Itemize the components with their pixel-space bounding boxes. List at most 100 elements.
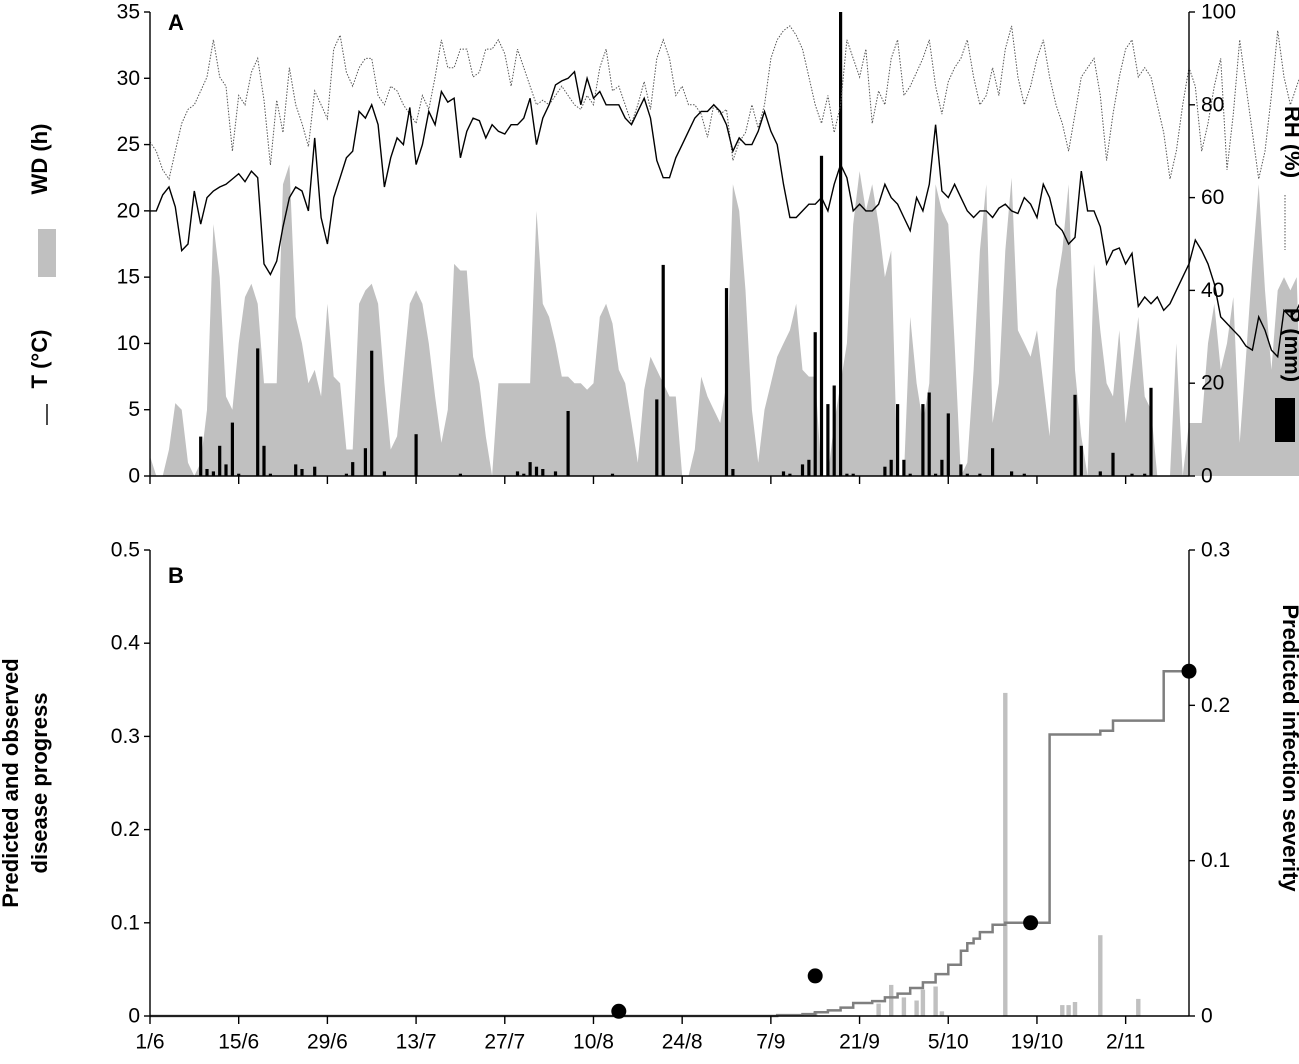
panel-a-left-tick-label: 20: [117, 199, 140, 222]
infection-severity-bar: [914, 1000, 919, 1016]
panel-a-precipitation-axis-label: P (mm): [1280, 308, 1299, 382]
panel-a-left-tick-label: 35: [117, 1, 140, 24]
infection-severity-bar: [1003, 692, 1008, 1016]
precipitation-bar: [959, 464, 963, 476]
precipitation-bar: [1098, 471, 1102, 476]
precipitation-bar: [991, 448, 995, 476]
panel-b-left-axis-label-line2: disease progress: [27, 693, 52, 874]
panel-b-left-tick-label: 0: [128, 1005, 140, 1028]
precipitation-bar: [1130, 473, 1134, 476]
precipitation-bar: [813, 332, 817, 476]
precipitation-bar: [294, 464, 298, 476]
precipitation-legend-swatch: [1275, 398, 1295, 442]
precipitation-bar: [940, 459, 944, 476]
precipitation-bar: [826, 404, 830, 476]
precipitation-bar: [921, 404, 925, 476]
precipitation-bar: [1010, 471, 1014, 476]
precipitation-bar: [199, 436, 203, 476]
panel-a-lines-layer: [149, 25, 1299, 359]
precipitation-bar: [883, 466, 887, 476]
panel-a-right-tick-label: 40: [1201, 279, 1224, 302]
panel-a-letter: A: [168, 10, 184, 35]
infection-severity-bar: [1098, 935, 1103, 1016]
precipitation-bar: [370, 350, 374, 476]
precipitation-bar: [351, 462, 355, 476]
panel-a-left-tick-label: 25: [117, 133, 140, 156]
infection-severity-bar: [1060, 1005, 1065, 1016]
precipitation-bar: [896, 404, 900, 476]
panel-a-precipitation-bars-layer: [199, 12, 1153, 477]
panel-a-left-tick-label: 10: [117, 332, 140, 355]
panel-a-wetness-axis-label: WD (h): [27, 124, 52, 195]
panel-a-right-tick-label: 0: [1201, 465, 1213, 488]
precipitation-bar: [313, 466, 317, 476]
precipitation-bar: [528, 462, 532, 476]
precipitation-bar: [800, 464, 805, 476]
panel-b-x-tick-label: 1/6: [135, 1031, 164, 1054]
precipitation-bar: [1111, 452, 1115, 476]
precipitation-bar: [224, 464, 228, 476]
infection-severity-bar: [920, 989, 926, 1016]
precipitation-bar: [218, 445, 222, 476]
precipitation-bar: [541, 469, 545, 476]
infection-severity-bar: [933, 986, 938, 1016]
precipitation-bar: [534, 466, 539, 476]
precipitation-bar: [731, 469, 735, 476]
infection-severity-bar: [1066, 1005, 1071, 1016]
precipitation-bar: [515, 471, 520, 476]
precipitation-bar: [889, 459, 893, 476]
precipitation-bar: [363, 448, 367, 476]
relative-humidity-line: [149, 25, 1299, 181]
precipitation-bar: [1149, 387, 1153, 476]
precipitation-bar: [458, 473, 462, 476]
precipitation-bar: [205, 469, 209, 476]
precipitation-bar: [1079, 445, 1083, 476]
panel-b-severity-bars-layer: [813, 692, 1141, 1016]
wetness-duration-area: [150, 164, 1299, 476]
precipitation-bar: [1143, 473, 1147, 476]
panel-a-right-tick-label: 60: [1201, 186, 1224, 209]
panel-b-left-axis-label-line1: Predicted and observed: [0, 658, 23, 907]
panel-b-right-tick-label: 0.3: [1201, 539, 1230, 562]
precipitation-bar: [661, 264, 665, 476]
panel-b-left-tick-label: 0.5: [111, 539, 140, 562]
panel-a-left-tick-label: 0: [128, 465, 140, 488]
predicted-progress-line: [150, 669, 1189, 1018]
precipitation-bar: [522, 473, 526, 476]
panel-a-left-tick-label: 30: [117, 67, 140, 90]
panel-b-x-tick-label: 29/6: [307, 1031, 348, 1054]
precipitation-bar: [655, 399, 659, 476]
observed-point: [807, 968, 823, 984]
axes-layer: [38, 11, 1295, 1024]
precipitation-bar: [300, 469, 304, 476]
precipitation-bar: [908, 473, 912, 476]
precipitation-bar: [230, 422, 234, 476]
precipitation-bar: [344, 473, 348, 476]
infection-severity-bar: [1136, 998, 1141, 1016]
precipitation-bar: [1073, 394, 1077, 476]
panel-b-right-tick-label: 0.1: [1201, 849, 1230, 872]
precipitation-bar: [382, 471, 386, 476]
precipitation-bar: [610, 473, 615, 476]
infection-severity-bar: [939, 1011, 945, 1016]
panel-a-left-tick-label: 5: [128, 398, 140, 421]
panel-a-humidity-axis-label: RH (%): [1280, 106, 1299, 178]
precipitation-bar: [978, 473, 982, 476]
panel-b-left-tick-label: 0.3: [111, 725, 140, 748]
panel-a-left-tick-label: 15: [117, 266, 140, 289]
panel-a-right-tick-label: 100: [1201, 1, 1236, 24]
panel-b-x-tick-label: 10/8: [573, 1031, 614, 1054]
panel-b-x-tick-label: 27/7: [484, 1031, 525, 1054]
precipitation-bar: [807, 459, 811, 476]
precipitation-bar: [262, 445, 266, 476]
precipitation-bar: [819, 155, 824, 477]
panel-b-x-tick-label: 13/7: [396, 1031, 437, 1054]
panel-b-left-tick-label: 0.4: [111, 632, 141, 655]
precipitation-bar: [902, 459, 906, 476]
panel-b-x-tick-label: 21/9: [839, 1031, 880, 1054]
precipitation-bar: [237, 473, 241, 476]
precipitation-bar: [781, 471, 786, 476]
